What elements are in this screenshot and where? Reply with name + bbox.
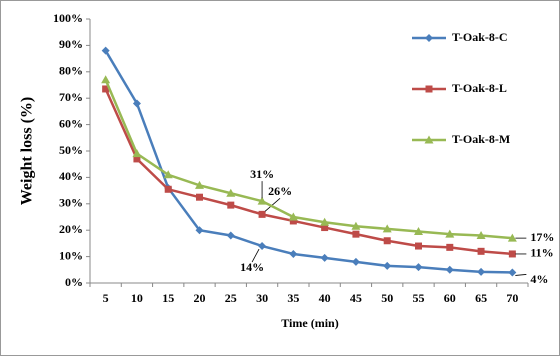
x-tick-label: 45 (350, 291, 362, 305)
marker (289, 249, 298, 258)
marker (351, 221, 361, 230)
x-tick-label: 35 (287, 291, 299, 305)
marker (351, 257, 360, 266)
marker (132, 149, 142, 158)
marker (477, 267, 486, 276)
marker (163, 170, 173, 179)
marker (195, 226, 204, 235)
marker (415, 242, 422, 250)
marker (425, 34, 433, 42)
marker (195, 180, 204, 189)
marker (257, 196, 267, 205)
x-tick-label: 10 (131, 291, 143, 305)
value-label: 31% (250, 167, 274, 181)
marker (101, 46, 110, 55)
value-label: 17% (530, 230, 554, 244)
marker (414, 263, 423, 272)
x-tick-label: 25 (225, 291, 237, 305)
marker (132, 99, 141, 108)
x-tick-label: 65 (475, 291, 487, 305)
marker (477, 247, 485, 255)
value-label: 26% (268, 184, 292, 198)
y-tick-label: 0% (65, 275, 83, 289)
marker (383, 261, 392, 270)
series-line (104, 50, 513, 274)
marker (320, 253, 329, 262)
value-label: 14% (240, 260, 264, 274)
y-tick-label: 80% (59, 64, 83, 78)
marker (382, 224, 392, 233)
marker (424, 135, 434, 144)
marker (352, 230, 360, 238)
marker (288, 212, 298, 221)
x-tick-label: 70 (506, 291, 518, 305)
marker (164, 185, 172, 193)
marker (320, 217, 330, 226)
marker (446, 243, 454, 251)
x-tick-label: 40 (319, 291, 331, 305)
marker (507, 233, 517, 242)
marker (258, 242, 267, 251)
leader-line (264, 198, 281, 212)
marker (476, 230, 486, 239)
x-tick-label: 15 (162, 291, 174, 305)
marker (196, 193, 203, 201)
marker (414, 227, 423, 236)
x-tick-label: 20 (194, 291, 206, 305)
marker (133, 155, 141, 163)
marker (226, 231, 235, 240)
marker (508, 268, 517, 277)
marker (289, 217, 297, 225)
leader-line (515, 274, 527, 276)
y-tick-label: 40% (59, 169, 83, 183)
legend-label: T-Oak-8-L (452, 81, 507, 95)
leader-line (251, 248, 260, 263)
series-line (104, 79, 513, 240)
marker (258, 210, 266, 218)
value-label: 11% (530, 246, 553, 260)
x-tick-label: 5 (103, 291, 109, 305)
marker (445, 229, 455, 238)
value-label: 4% (530, 272, 548, 286)
marker (227, 201, 235, 209)
marker (445, 265, 454, 274)
legend-label: T-Oak-8-C (452, 30, 508, 44)
marker (508, 250, 516, 258)
y-tick-label: 50% (59, 143, 83, 157)
y-tick-label: 90% (59, 37, 83, 51)
y-axis-title: Weight loss (%) (19, 97, 36, 205)
y-tick-label: 70% (59, 90, 83, 104)
marker (321, 224, 329, 232)
y-tick-label: 20% (59, 222, 83, 236)
x-tick-label: 60 (444, 291, 456, 305)
marker (425, 85, 433, 93)
x-tick-label: 50 (381, 291, 393, 305)
marker (226, 188, 236, 197)
y-tick-label: 30% (59, 196, 83, 210)
y-tick-label: 10% (59, 248, 83, 262)
y-tick-label: 60% (59, 116, 83, 130)
x-tick-label: 55 (413, 291, 425, 305)
x-tick-label: 30 (256, 291, 268, 305)
series-line (104, 88, 513, 256)
legend-label: T-Oak-8-M (452, 132, 510, 146)
x-axis-title: Time (min) (281, 316, 338, 330)
y-tick-label: 100% (53, 11, 83, 25)
marker (383, 237, 391, 245)
marker (101, 75, 111, 84)
marker (102, 85, 110, 93)
